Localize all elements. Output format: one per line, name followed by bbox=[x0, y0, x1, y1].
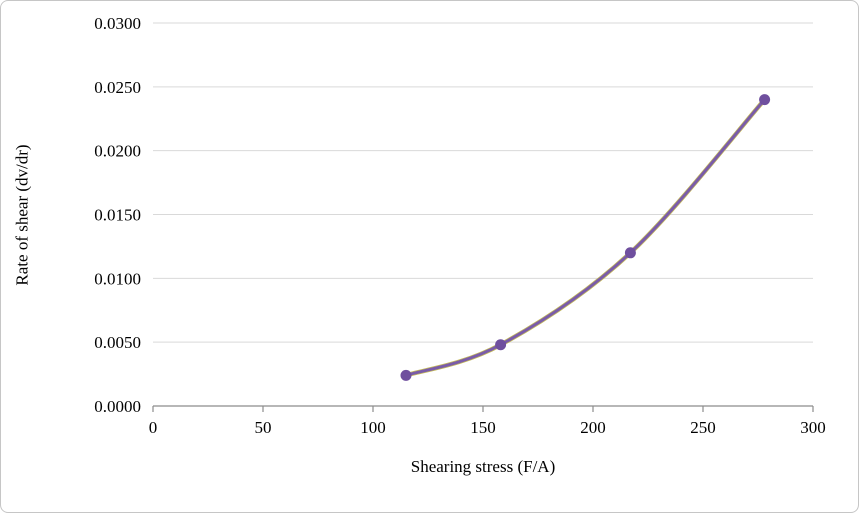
y-tick-label: 0.0250 bbox=[94, 78, 141, 97]
data-point-marker bbox=[400, 369, 412, 381]
series-line-halo bbox=[403, 97, 767, 378]
x-tick-label: 300 bbox=[800, 418, 826, 437]
data-point-marker bbox=[495, 339, 507, 351]
x-tick-label: 0 bbox=[149, 418, 158, 437]
y-tick-label: 0.0300 bbox=[94, 14, 141, 33]
y-tick-label: 0.0200 bbox=[94, 142, 141, 161]
x-tick-label: 250 bbox=[690, 418, 716, 437]
y-tick-label: 0.0150 bbox=[94, 206, 141, 225]
y-tick-label: 0.0100 bbox=[94, 269, 141, 288]
x-axis-ticks: 0 50 100 150 200 250 300 bbox=[149, 406, 826, 437]
y-axis-ticks: 0.0000 0.0050 0.0100 0.0150 0.0200 0.0250 0.03… bbox=[94, 14, 141, 416]
gridlines bbox=[153, 22, 813, 407]
y-tick-label: 0.0050 bbox=[94, 333, 141, 352]
x-tick-label: 150 bbox=[470, 418, 496, 437]
y-tick-label: 0.0000 bbox=[94, 397, 141, 416]
x-tick-label: 100 bbox=[360, 418, 386, 437]
x-tick-label: 200 bbox=[580, 418, 606, 437]
data-point-marker bbox=[759, 94, 771, 106]
series-markers bbox=[400, 94, 771, 381]
data-point-marker bbox=[624, 247, 636, 259]
series-line bbox=[404, 98, 767, 377]
x-tick-label: 50 bbox=[255, 418, 272, 437]
